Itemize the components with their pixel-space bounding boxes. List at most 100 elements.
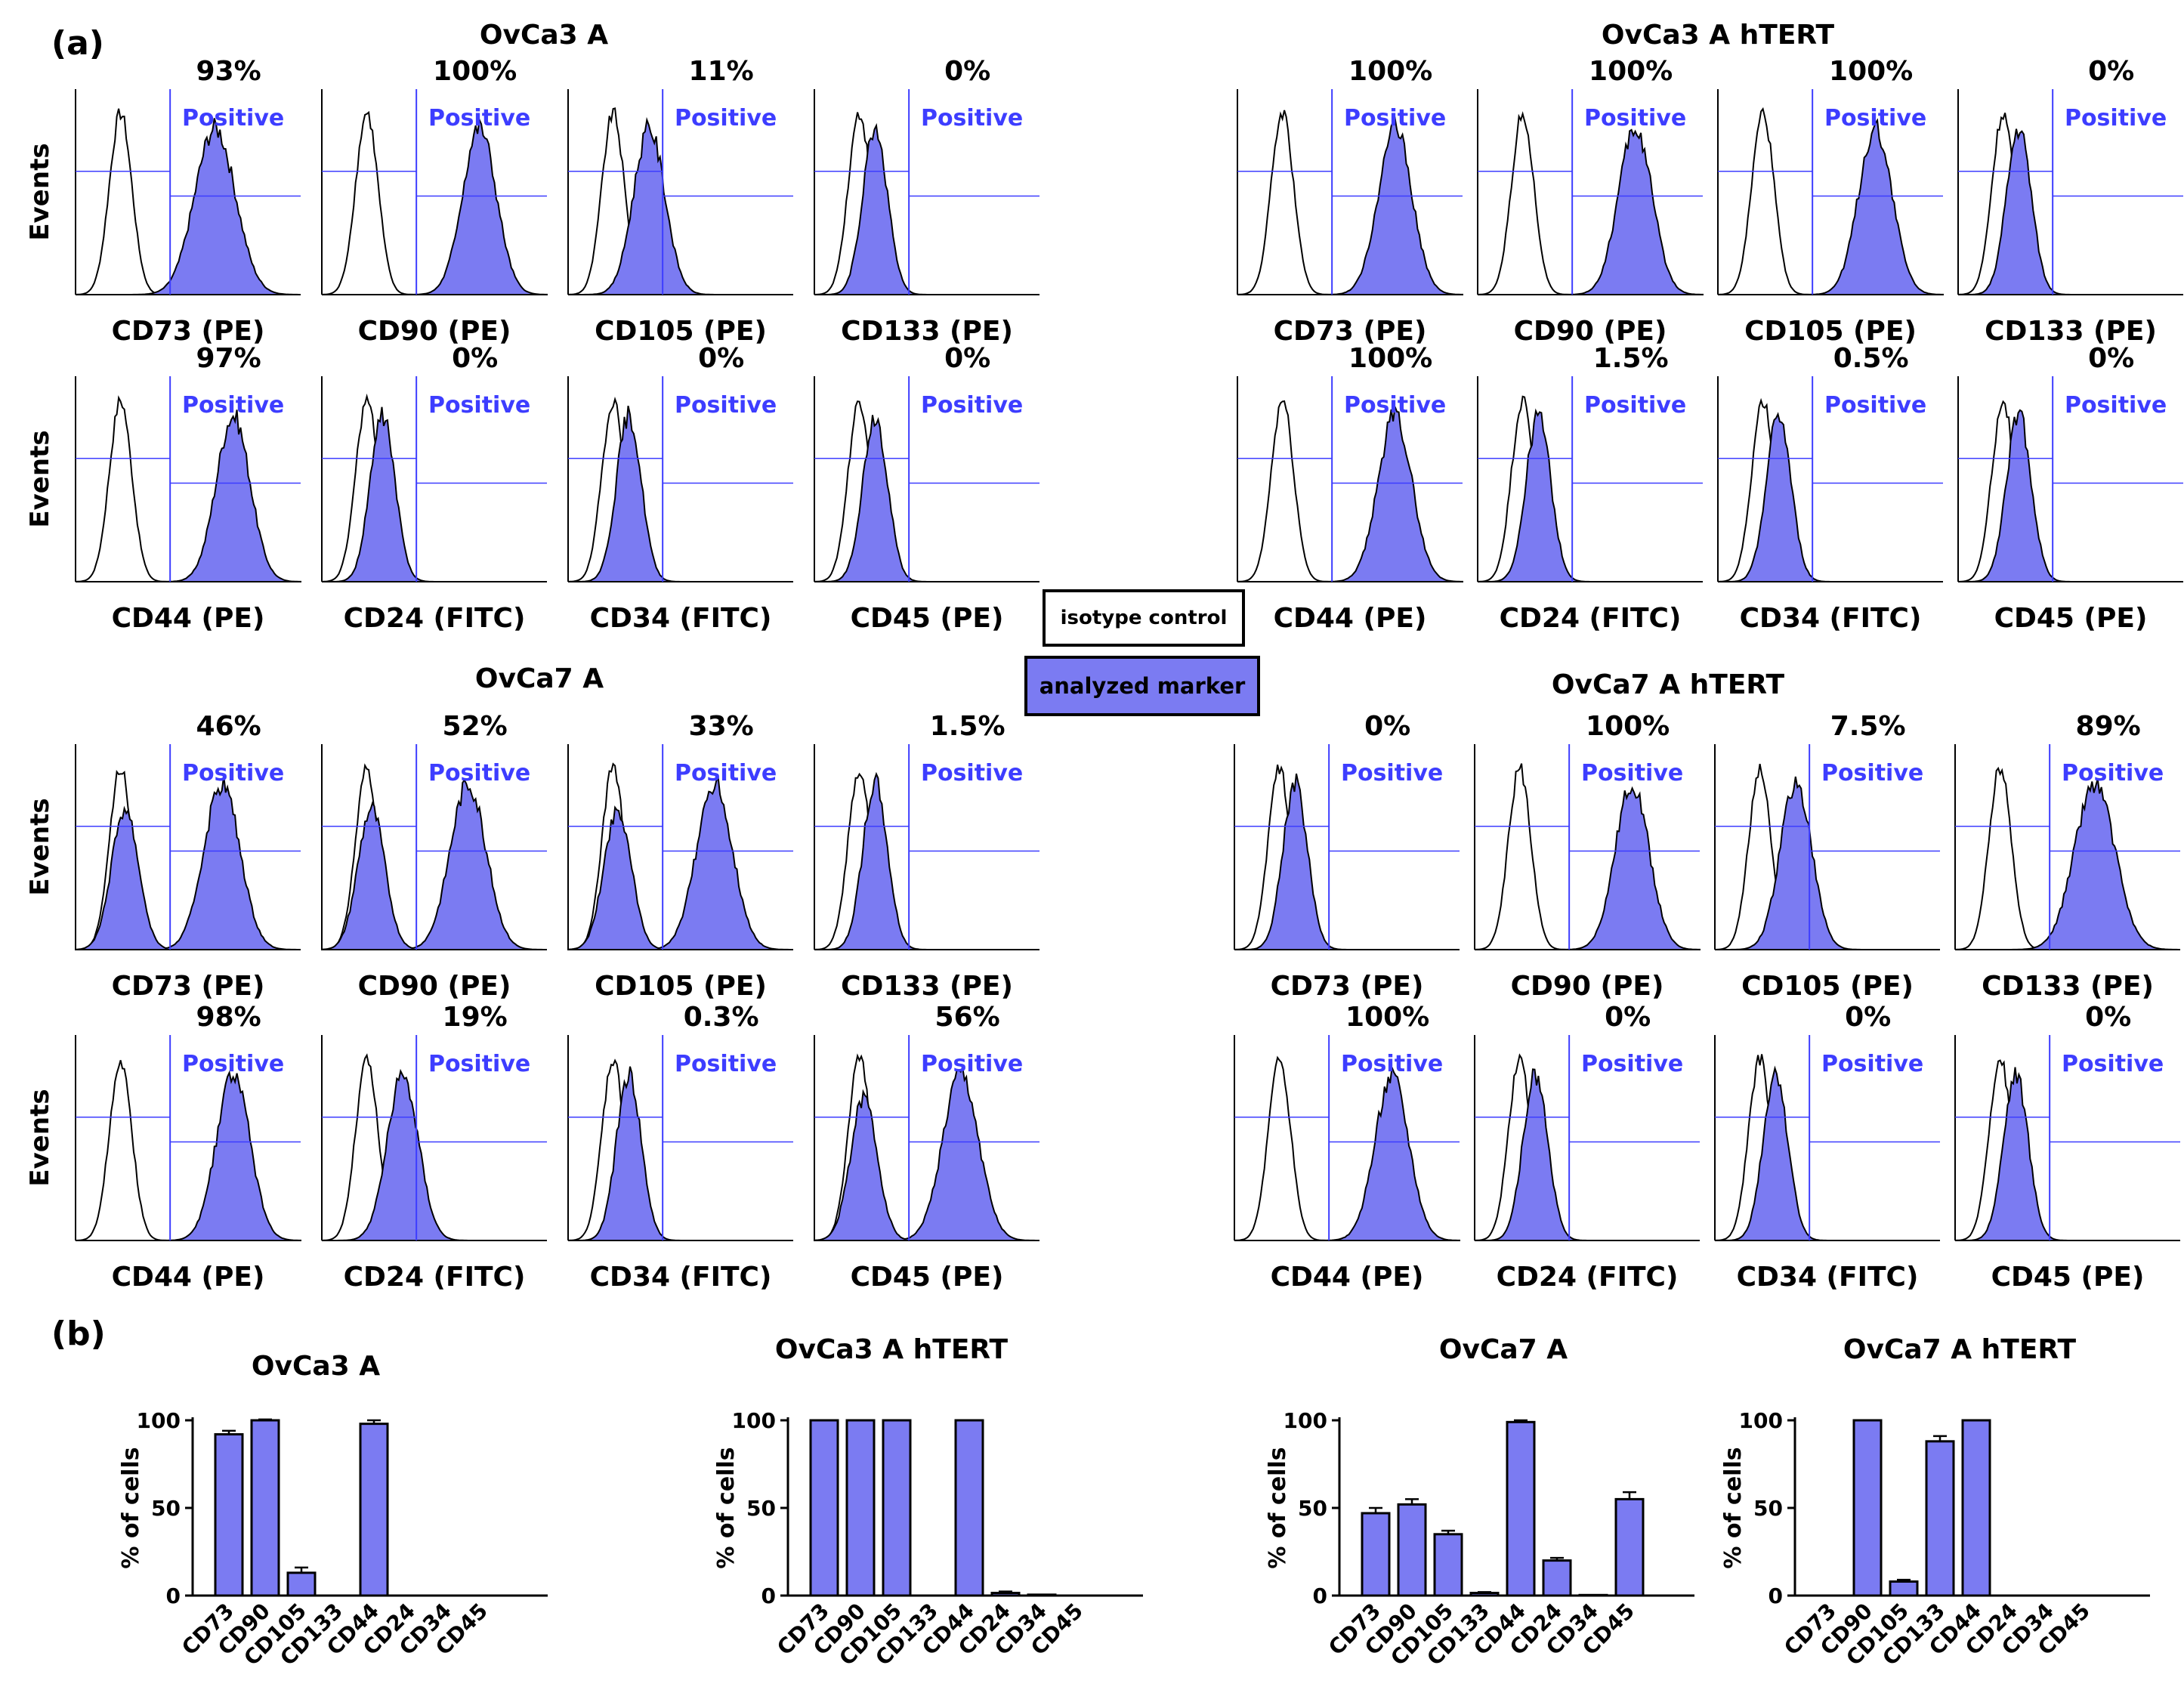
bar	[250, 1419, 280, 1597]
histogram-panel: 56% Positive CD45 (PE)	[814, 1002, 1039, 1293]
histogram-panel: 0% Positive CD34 (FITC)	[1714, 1002, 1940, 1293]
histogram-panel: 0% Positive CD45 (PE)	[1957, 343, 2183, 634]
histogram-panel: 0% Positive CD45 (PE)	[1954, 1002, 2180, 1293]
isotype-control-curve	[1714, 1054, 1940, 1241]
percent-positive-label: 7.5%	[1830, 711, 1906, 742]
positive-gate-label: Positive	[675, 1051, 777, 1077]
percent-positive-label: 0%	[2088, 56, 2134, 87]
analyzed-marker-curve	[1715, 776, 1940, 950]
marker-axis-label: CD24 (FITC)	[344, 1262, 526, 1293]
histogram-panel: 46% Positive CD73 (PE)	[75, 711, 301, 1002]
analyzed-marker-curve	[1478, 408, 1703, 582]
percent-positive-label: 98%	[196, 1002, 261, 1033]
marker-axis-label: CD34 (FITC)	[590, 1262, 772, 1293]
bar	[1961, 1419, 1991, 1597]
marker-axis-label: CD24 (FITC)	[1500, 603, 1682, 634]
marker-axis-label: CD34 (FITC)	[1740, 603, 1922, 634]
isotype-control-curve	[1474, 763, 1700, 950]
analyzed-marker-curve	[1955, 1067, 2180, 1241]
marker-axis-label: CD105 (PE)	[1744, 316, 1917, 347]
histogram-panel: 1.5% Positive CD24 (FITC)	[1477, 343, 1703, 634]
positive-gate-label: Positive	[921, 105, 1023, 131]
histogram-panel: 100% Positive CD73 (PE)	[1237, 56, 1463, 347]
marker-axis-label: CD90 (PE)	[1511, 971, 1664, 1002]
positive-gate-label: Positive	[675, 760, 777, 786]
positive-gate-label: Positive	[1581, 760, 1683, 786]
percent-positive-label: 0.3%	[684, 1002, 759, 1033]
marker-axis-label: CD24 (FITC)	[344, 603, 526, 634]
marker-axis-label: CD44 (PE)	[1274, 603, 1427, 634]
positive-gate-label: Positive	[921, 1051, 1023, 1077]
positive-gate-label: Positive	[2062, 1051, 2164, 1077]
histogram-panel: 97% Positive CD44 (PE)	[75, 343, 301, 634]
y-tick-label: 50	[1753, 1496, 1783, 1521]
analyzed-marker-curve	[76, 1070, 301, 1241]
analyzed-marker-curve	[1478, 128, 1704, 295]
percent-positive-label: 11%	[689, 56, 754, 87]
bar	[286, 1571, 317, 1597]
marker-axis-label: CD45 (PE)	[1991, 1262, 2145, 1293]
percent-positive-label: 93%	[196, 56, 261, 87]
histogram-group-0: OvCa3 A Events 93% Positive CD73 (PE) 100% Pos…	[25, 20, 1039, 634]
marker-axis-label: CD73 (PE)	[112, 971, 265, 1002]
percent-positive-label: 52%	[443, 711, 508, 742]
legend-analyzed-marker: analyzed marker	[1024, 656, 1260, 716]
panel-label-b: (b)	[51, 1315, 106, 1353]
bar	[1397, 1503, 1427, 1597]
percent-positive-label: 0%	[452, 343, 498, 374]
histogram-panel: 19% Positive CD24 (FITC)	[321, 1002, 547, 1293]
legend-isotype-label: isotype control	[1060, 607, 1228, 629]
isotype-control-curve	[1237, 400, 1463, 582]
histogram-panel: 0.3% Positive CD34 (FITC)	[567, 1002, 793, 1293]
percent-positive-label: 0%	[944, 343, 990, 374]
marker-axis-label: CD105 (PE)	[595, 316, 767, 347]
analyzed-marker-curve	[76, 118, 301, 295]
analyzed-marker-curve	[1234, 773, 1460, 950]
positive-gate-label: Positive	[1584, 105, 1686, 131]
marker-axis-label: CD45 (PE)	[851, 1262, 1004, 1293]
marker-axis-label: CD44 (PE)	[112, 1262, 265, 1293]
marker-axis-label: CD34 (FITC)	[1737, 1262, 1919, 1293]
histogram-panel: 33% Positive CD105 (PE)	[567, 711, 793, 1002]
analyzed-marker-curve	[568, 405, 793, 582]
percent-positive-label: 46%	[196, 711, 261, 742]
positive-gate-label: Positive	[675, 105, 777, 131]
bar	[1614, 1497, 1645, 1597]
bar	[1542, 1559, 1572, 1597]
events-axis-label: Events	[25, 430, 55, 527]
histogram-panel: 100% Positive CD90 (PE)	[1474, 711, 1701, 1002]
y-tick-label: 100	[1284, 1408, 1327, 1433]
bar	[1469, 1592, 1500, 1597]
positive-gate-label: Positive	[428, 760, 530, 786]
histogram-panel: 7.5% Positive CD105 (PE)	[1714, 711, 1940, 1002]
bar	[1027, 1593, 1057, 1597]
positive-gate-label: Positive	[1341, 1051, 1443, 1077]
analyzed-marker-curve	[814, 1064, 1039, 1241]
analyzed-marker-curve	[76, 409, 301, 582]
histogram-panel: 1.5% Positive CD133 (PE)	[814, 711, 1039, 1002]
marker-axis-label: CD45 (PE)	[851, 603, 1004, 634]
percent-positive-label: 100%	[1586, 711, 1670, 742]
percent-positive-label: 89%	[2076, 711, 2141, 742]
bar-chart-title: OvCa7 A	[1439, 1334, 1568, 1365]
analyzed-marker-curve	[568, 1066, 793, 1241]
isotype-control-curve	[1957, 400, 2183, 582]
analyzed-marker-curve	[322, 406, 547, 582]
positive-gate-label: Positive	[1824, 105, 1926, 131]
marker-axis-label: CD133 (PE)	[841, 971, 1013, 1002]
isotype-control-curve	[567, 1058, 793, 1241]
marker-axis-label: CD105 (PE)	[595, 971, 767, 1002]
bar	[1578, 1593, 1608, 1597]
percent-positive-label: 100%	[433, 56, 517, 87]
histogram-panel: 100% Positive CD105 (PE)	[1717, 56, 1944, 347]
marker-axis-label: CD90 (PE)	[358, 971, 511, 1002]
analyzed-marker-curve	[567, 775, 793, 950]
histogram-group-title: OvCa3 A hTERT	[1602, 20, 1835, 51]
y-tick-label: 100	[732, 1408, 776, 1433]
